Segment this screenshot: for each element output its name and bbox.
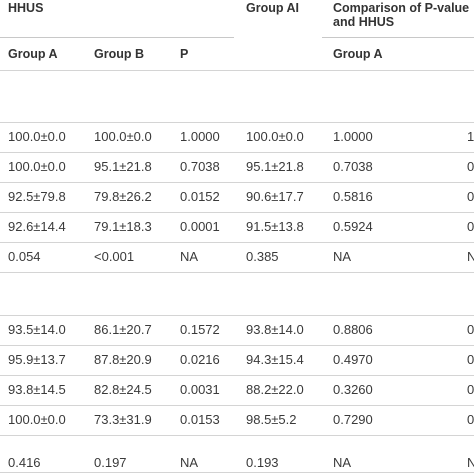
cell-group-a: 100.0±0.0 [8,412,66,427]
cell-comparison-a: 0.3260 [333,382,373,397]
cell-comparison-a: 0.8806 [333,322,373,337]
section1-top-rule [0,122,474,123]
section2-top-rule [0,315,474,316]
cell-group-ai: 88.2±22.0 [246,382,304,397]
section1-row-rule [0,242,474,243]
cell-p: 0.1572 [180,322,220,337]
cell-comparison-b: N [467,455,474,470]
cell-group-a: 0.416 [8,455,41,470]
subheader-group-a-right: Group A [333,47,383,61]
section1-row-rule [0,152,474,153]
cell-group-ai: 0.193 [246,455,279,470]
section2-row-rule [0,405,474,406]
cell-group-ai: 93.8±14.0 [246,322,304,337]
cell-comparison-a: 0.5816 [333,189,373,204]
cell-group-ai: 0.385 [246,249,279,264]
cell-group-b: 79.8±26.2 [94,189,152,204]
cell-comparison-b: 0 [467,352,474,367]
subheader-group-b: Group B [94,47,144,61]
cell-group-a: 93.5±14.0 [8,322,66,337]
header-comparison-line1: Comparison of P-value [333,1,470,15]
cell-group-a: 92.5±79.8 [8,189,66,204]
section1-row-rule [0,212,474,213]
section1-row-rule [0,182,474,183]
cell-group-b: 100.0±0.0 [94,129,152,144]
section2-row-rule [0,435,474,436]
cell-group-ai: 95.1±21.8 [246,159,304,174]
cell-group-a: 93.8±14.5 [8,382,66,397]
cell-group-b: 87.8±20.9 [94,352,152,367]
section2-row-rule [0,375,474,376]
cell-comparison-b: N [467,249,474,264]
header-underline-hhus [0,37,234,38]
cell-comparison-a: 0.7290 [333,412,373,427]
cell-comparison-b: 0 [467,219,474,234]
header-comparison-line2: and HHUS [333,15,395,29]
subheader-p: P [180,47,189,61]
cell-comparison-b: 0 [467,159,474,174]
cell-p: 0.0153 [180,412,220,427]
header-underline-comparison [322,37,474,38]
header-bottom-rule [0,70,474,71]
section2-bottom-rule [0,472,474,473]
cell-group-ai: 98.5±5.2 [246,412,297,427]
cell-comparison-a: 1.0000 [333,129,373,144]
cell-p: 1.0000 [180,129,220,144]
cell-group-a: 95.9±13.7 [8,352,66,367]
cell-group-b: <0.001 [94,249,135,264]
cell-group-b: 73.3±31.9 [94,412,152,427]
header-hhus: HHUS [8,1,44,15]
header-group-ai: Group AI [246,1,300,15]
cell-p: NA [180,455,199,470]
cell-p: 0.0152 [180,189,220,204]
cell-comparison-a: 0.7038 [333,159,373,174]
cell-group-ai: 100.0±0.0 [246,129,304,144]
cell-group-b: 79.1±18.3 [94,219,152,234]
section1-bottom-rule [0,272,474,273]
cell-group-a: 100.0±0.0 [8,129,66,144]
cell-comparison-b: 1 [467,129,474,144]
cell-comparison-b: 0 [467,382,474,397]
cell-group-b: 0.197 [94,455,127,470]
cell-comparison-b: 0 [467,189,474,204]
subheader-group-a: Group A [8,47,58,61]
cell-p: 0.0216 [180,352,220,367]
section2-row-rule [0,345,474,346]
cell-group-ai: 94.3±15.4 [246,352,304,367]
cell-group-ai: 90.6±17.7 [246,189,304,204]
cell-p: NA [180,249,199,264]
cell-group-b: 82.8±24.5 [94,382,152,397]
cell-group-b: 95.1±21.8 [94,159,152,174]
cell-p: 0.0001 [180,219,220,234]
cell-group-b: 86.1±20.7 [94,322,152,337]
cell-comparison-b: 0 [467,412,474,427]
cell-comparison-a: NA [333,249,352,264]
cell-group-a: 100.0±0.0 [8,159,66,174]
cell-comparison-a: 0.4970 [333,352,373,367]
cell-group-ai: 91.5±13.8 [246,219,304,234]
cell-group-a: 92.6±14.4 [8,219,66,234]
cell-p: 0.0031 [180,382,220,397]
cell-p: 0.7038 [180,159,220,174]
cell-group-a: 0.054 [8,249,41,264]
cell-comparison-a: 0.5924 [333,219,373,234]
cell-comparison-b: 0 [467,322,474,337]
cell-comparison-a: NA [333,455,352,470]
